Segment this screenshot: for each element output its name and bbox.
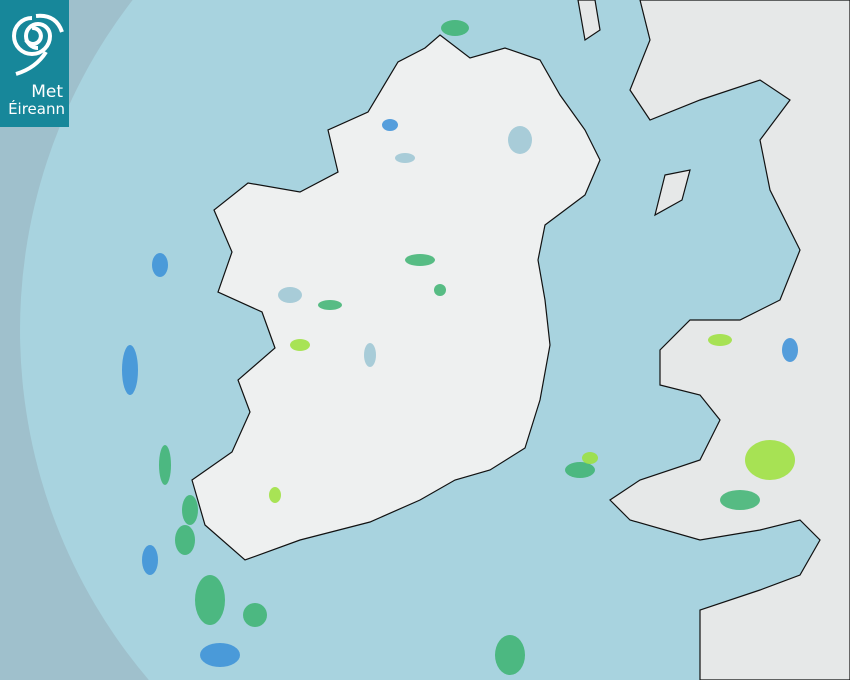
- rain-echoes: [122, 20, 798, 675]
- brand-line2: Éireann: [8, 100, 65, 118]
- spiral-logo-icon: [12, 13, 64, 76]
- rain-cell: [142, 545, 158, 575]
- rain-cell: [582, 452, 598, 464]
- rain-cell: [565, 462, 595, 478]
- rain-cell: [122, 345, 138, 395]
- rain-cell: [720, 490, 760, 510]
- rain-cell: [382, 119, 398, 131]
- rain-cell: [708, 334, 732, 346]
- isle-of-man: [654, 169, 691, 217]
- rain-cell: [175, 525, 195, 555]
- brand-line1: Met: [31, 82, 63, 102]
- rain-cell: [290, 339, 310, 351]
- rain-cell: [405, 254, 435, 266]
- rain-cell: [159, 445, 171, 485]
- met-eireann-logo: Met Éireann: [0, 0, 69, 127]
- kintyre: [577, 0, 601, 42]
- rain-cell: [269, 487, 281, 503]
- rain-cell: [195, 575, 225, 625]
- ireland-landmass: [191, 34, 601, 561]
- rain-cell: [434, 284, 446, 296]
- rain-cell: [745, 440, 795, 480]
- rain-cell: [200, 643, 240, 667]
- rain-cell: [243, 603, 267, 627]
- lakes: [278, 126, 532, 367]
- rain-cell: [441, 20, 469, 36]
- rain-cell: [182, 495, 198, 525]
- rain-cell: [782, 338, 798, 362]
- rain-cell: [495, 635, 525, 675]
- rain-cell: [152, 253, 168, 277]
- rain-cell: [318, 300, 342, 310]
